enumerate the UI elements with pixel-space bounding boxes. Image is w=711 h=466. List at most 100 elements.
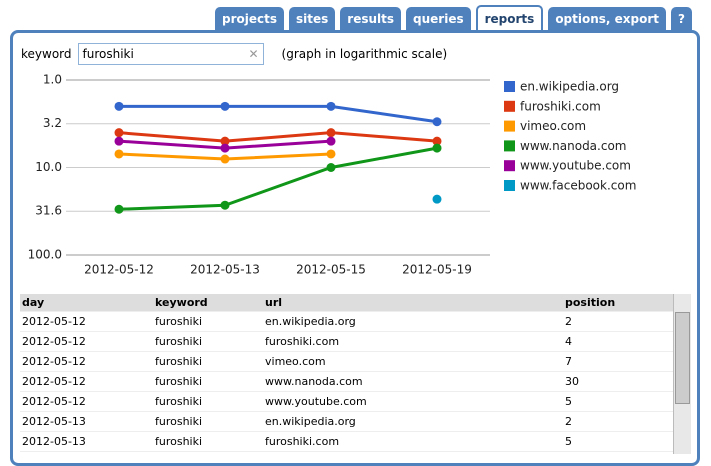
column-header[interactable]: keyword [155,296,208,309]
scrollbar[interactable] [673,294,691,454]
point [114,136,124,146]
table-row: 2012-05-12 furoshiki www.youtube.com 5 [20,392,690,412]
point [432,143,442,153]
scroll-thumb[interactable] [675,312,690,404]
legend-swatch [504,160,515,172]
table-cell: 4 [565,335,572,348]
series-line [118,131,438,143]
table-cell: www.nanoda.com [265,375,363,388]
table-row: 2012-05-12 furoshiki vimeo.com 7 [20,352,690,372]
tab[interactable]: options, export [548,7,667,31]
legend-swatch [504,100,515,112]
legend-swatch [504,180,515,191]
series-line [118,146,438,211]
results-table: day keyword url position 2012-05-12 furoshiki… [20,294,690,452]
tab[interactable]: projects [215,7,285,31]
point [220,101,230,111]
table-cell: en.wikipedia.org [265,315,356,328]
table-cell: vimeo.com [265,355,326,368]
y-tick-label: 1.0 [43,73,62,87]
table-cell: 2012-05-12 [22,315,86,328]
legend-swatch [504,140,515,152]
series-line [119,104,438,124]
keyword-input[interactable]: furoshiki ✕ [77,43,264,65]
legend-label: www.youtube.com [520,159,631,173]
x-tick-label: 2012-05-15 [296,263,366,277]
point [220,143,230,153]
point [220,200,230,210]
table-cell: en.wikipedia.org [265,415,356,428]
table-header: day keyword url position [20,294,690,312]
legend-swatch [504,81,515,92]
table-cell: www.youtube.com [265,395,367,408]
y-tick-label: 3.2 [43,116,62,130]
table-cell: 2012-05-12 [22,335,86,348]
keyword-value: furoshiki [82,47,134,61]
point [326,149,336,159]
x-tick-label: 2012-05-13 [190,263,260,277]
keyword-label: keyword [21,47,72,61]
reports-panel [10,30,700,466]
table-cell: 2 [565,315,572,328]
table-row: 2012-05-12 furoshiki www.nanoda.com 30 [20,372,690,392]
y-tick-label: 100.0 [28,248,62,262]
table-cell: 30 [565,375,579,388]
point [326,163,336,172]
column-header[interactable]: position [565,296,616,309]
tab[interactable]: ? [671,7,692,31]
table-cell: 2 [565,415,572,428]
table-cell: furoshiki [155,435,203,448]
legend-label: vimeo.com [520,119,586,133]
keyword-row: keyword furoshiki ✕ (graph in logarithmic… [21,43,447,65]
table-cell: furoshiki [155,395,203,408]
table-cell: 5 [565,395,572,408]
legend-label: www.facebook.com [520,179,636,193]
column-header[interactable]: day [22,296,45,309]
tab[interactable]: results [340,7,402,31]
legend-label: en.wikipedia.org [520,80,619,94]
table-cell: 2012-05-12 [22,395,86,408]
column-header[interactable]: url [265,296,283,309]
table-row: 2012-05-12 furoshiki furoshiki.com 4 [20,332,690,352]
table-cell: furoshiki [155,375,203,388]
table-cell: furoshiki [155,315,203,328]
table-cell: furoshiki.com [265,335,340,348]
x-tick-label: 2012-05-19 [402,263,472,277]
table-cell: 5 [565,435,572,448]
legend-swatch [504,120,515,132]
point [114,149,124,159]
table-cell: furoshiki.com [265,435,340,448]
table-cell: 7 [565,355,572,368]
point [326,128,336,138]
table-cell: 2012-05-13 [22,435,86,448]
point [114,101,124,111]
point [220,154,230,164]
point [114,128,124,138]
tab-bar: projects sites results queries reports option… [215,5,692,33]
table-row: 2012-05-13 furoshiki en.wikipedia.org 2 [20,412,690,432]
table-cell: 2012-05-13 [22,415,86,428]
tab[interactable]: sites [289,7,336,31]
point [326,101,336,111]
table-row: 2012-05-13 furoshiki furoshiki.com 5 [20,432,690,452]
point [432,117,442,127]
page: projects sites results queries reports option… [10,5,700,466]
tab[interactable]: reports [475,5,544,33]
chart: 1.0 3.2 10.0 31.6 100.0 2012-05-12 2012-05-13 2… [28,73,637,277]
table-row: 2012-05-12 furoshiki en.wikipedia.org 2 [20,312,690,332]
legend-label: www.nanoda.com [520,139,626,153]
y-tick-label: 10.0 [35,160,62,174]
point [432,194,442,204]
table-cell: furoshiki [155,415,203,428]
point [326,136,336,146]
legend-label: furoshiki.com [520,99,601,113]
table-cell: furoshiki [155,335,203,348]
point [432,136,442,146]
scale-note: (graph in logarithmic scale) [281,47,448,61]
tab[interactable]: queries [406,7,471,31]
table-cell: furoshiki [155,355,203,368]
table-cell: 2012-05-12 [22,375,86,388]
clear-icon[interactable]: ✕ [248,47,259,61]
y-tick-label: 31.6 [35,204,62,218]
point [220,136,230,146]
